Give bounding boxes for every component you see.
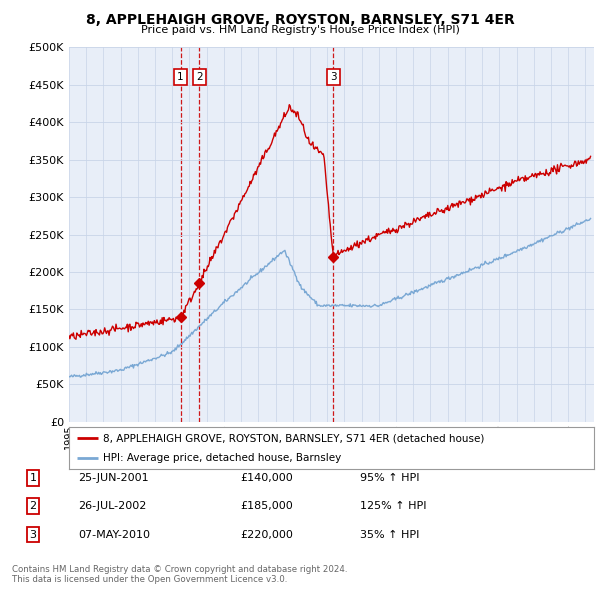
Text: 35% ↑ HPI: 35% ↑ HPI — [360, 530, 419, 539]
Text: Contains HM Land Registry data © Crown copyright and database right 2024.
This d: Contains HM Land Registry data © Crown c… — [12, 565, 347, 584]
Text: 2: 2 — [29, 502, 37, 511]
Text: 8, APPLEHAIGH GROVE, ROYSTON, BARNSLEY, S71 4ER: 8, APPLEHAIGH GROVE, ROYSTON, BARNSLEY, … — [86, 13, 514, 27]
Text: 1: 1 — [177, 72, 184, 82]
Text: 1: 1 — [29, 473, 37, 483]
Text: 95% ↑ HPI: 95% ↑ HPI — [360, 473, 419, 483]
Text: 3: 3 — [29, 530, 37, 539]
Text: 125% ↑ HPI: 125% ↑ HPI — [360, 502, 427, 511]
Text: 07-MAY-2010: 07-MAY-2010 — [78, 530, 150, 539]
Text: £220,000: £220,000 — [240, 530, 293, 539]
Text: 2: 2 — [196, 72, 203, 82]
Text: 26-JUL-2002: 26-JUL-2002 — [78, 502, 146, 511]
Text: 8, APPLEHAIGH GROVE, ROYSTON, BARNSLEY, S71 4ER (detached house): 8, APPLEHAIGH GROVE, ROYSTON, BARNSLEY, … — [103, 433, 485, 443]
Text: 25-JUN-2001: 25-JUN-2001 — [78, 473, 149, 483]
Text: £140,000: £140,000 — [240, 473, 293, 483]
Text: HPI: Average price, detached house, Barnsley: HPI: Average price, detached house, Barn… — [103, 453, 341, 463]
Text: £185,000: £185,000 — [240, 502, 293, 511]
Text: 3: 3 — [330, 72, 337, 82]
Text: Price paid vs. HM Land Registry's House Price Index (HPI): Price paid vs. HM Land Registry's House … — [140, 25, 460, 35]
